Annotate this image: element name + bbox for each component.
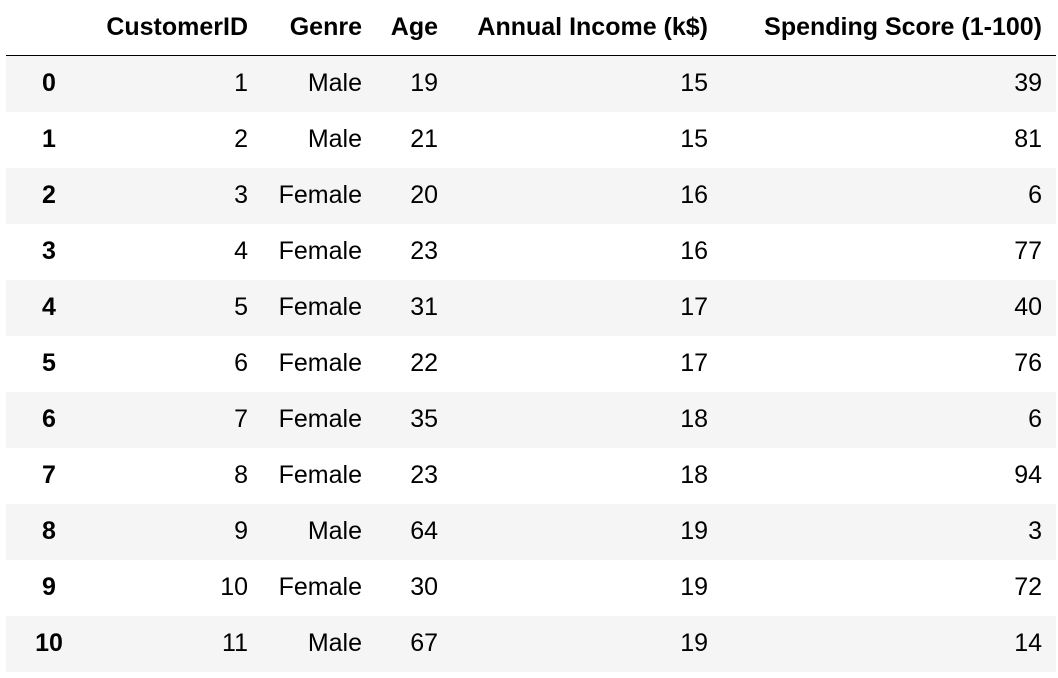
customerid-cell: 5 bbox=[234, 293, 248, 321]
annual-income-cell: 16 bbox=[680, 237, 708, 265]
annual-income-cell: 18 bbox=[680, 405, 708, 433]
spending-score-cell: 6 bbox=[1028, 405, 1042, 433]
spending-score-cell: 81 bbox=[1014, 125, 1042, 153]
spending-score-cell: 40 bbox=[1014, 293, 1042, 321]
spending-score-cell: 39 bbox=[1014, 69, 1042, 98]
row-index: 1 bbox=[42, 125, 56, 153]
spending-score-cell: 72 bbox=[1014, 573, 1042, 601]
genre-cell: Female bbox=[278, 181, 362, 209]
customerid-cell: 1 bbox=[234, 69, 248, 98]
age-cell: 21 bbox=[410, 125, 438, 153]
customerid-cell: 9 bbox=[234, 517, 248, 545]
row-index: 3 bbox=[42, 237, 56, 265]
header-row: CustomerID Genre Age Annual Income (k$) Spen… bbox=[6, 0, 1056, 56]
age-cell: 31 bbox=[410, 293, 438, 321]
genre-cell: Male bbox=[307, 69, 362, 98]
table-row: 2 3 Female 20 16 6 bbox=[6, 167, 1056, 224]
row-index: 2 bbox=[42, 181, 56, 209]
customerid-cell: 7 bbox=[234, 405, 248, 433]
age-cell: 64 bbox=[410, 517, 438, 545]
genre-cell: Female bbox=[278, 293, 362, 321]
annual-income-cell: 15 bbox=[680, 125, 708, 153]
annual-income-header: Annual Income (k$) bbox=[452, 0, 722, 56]
customerid-cell: 8 bbox=[234, 461, 248, 489]
table-row: 5 6 Female 22 17 76 bbox=[6, 335, 1056, 392]
row-index: 9 bbox=[42, 573, 56, 601]
genre-cell: Female bbox=[278, 573, 362, 601]
age-cell: 22 bbox=[410, 349, 438, 377]
spending-score-cell: 6 bbox=[1028, 181, 1042, 209]
row-index: 6 bbox=[42, 405, 56, 433]
genre-cell: Male bbox=[307, 517, 362, 545]
age-cell: 20 bbox=[410, 181, 438, 209]
table-body: 0 1 Male 19 15 39 1 2 Male 21 15 81 2 3 Female 20 16 6 3 4 F… bbox=[6, 55, 1056, 672]
row-index: 7 bbox=[42, 461, 56, 489]
age-cell: 35 bbox=[410, 405, 438, 433]
table-row: 0 1 Male 19 15 39 bbox=[6, 55, 1056, 112]
table-header: CustomerID Genre Age Annual Income (k$) Spen… bbox=[6, 0, 1056, 56]
age-cell: 67 bbox=[410, 629, 438, 657]
genre-cell: Female bbox=[278, 405, 362, 433]
row-index: 0 bbox=[42, 69, 56, 98]
table-row: 8 9 Male 64 19 3 bbox=[6, 503, 1056, 560]
table-row: 6 7 Female 35 18 6 bbox=[6, 391, 1056, 448]
age-cell: 19 bbox=[410, 69, 438, 98]
table-row: 3 4 Female 23 16 77 bbox=[6, 223, 1056, 280]
annual-income-cell: 19 bbox=[680, 573, 708, 601]
age-cell: 23 bbox=[410, 461, 438, 489]
spending-score-cell: 77 bbox=[1014, 237, 1042, 265]
annual-income-cell: 19 bbox=[680, 629, 708, 657]
customerid-cell: 2 bbox=[234, 125, 248, 153]
annual-income-cell: 15 bbox=[680, 69, 708, 98]
genre-cell: Female bbox=[278, 349, 362, 377]
table-row: 4 5 Female 31 17 40 bbox=[6, 279, 1056, 336]
index-header bbox=[6, 0, 92, 56]
table-row: 1 2 Male 21 15 81 bbox=[6, 111, 1056, 168]
spending-score-cell: 14 bbox=[1014, 629, 1042, 657]
genre-cell: Male bbox=[307, 629, 362, 657]
annual-income-cell: 16 bbox=[680, 181, 708, 209]
customerid-cell: 10 bbox=[220, 573, 248, 601]
dataframe-table: CustomerID Genre Age Annual Income (k$) Spen… bbox=[6, 0, 1056, 672]
age-cell: 23 bbox=[410, 237, 438, 265]
customerid-cell: 4 bbox=[234, 237, 248, 265]
annual-income-cell: 19 bbox=[680, 517, 708, 545]
spending-score-cell: 76 bbox=[1014, 349, 1042, 377]
annual-income-cell: 17 bbox=[680, 349, 708, 377]
customerid-cell: 3 bbox=[234, 181, 248, 209]
row-index: 8 bbox=[42, 517, 56, 545]
table-row: 10 11 Male 67 19 14 bbox=[6, 615, 1056, 672]
customerid-cell: 6 bbox=[234, 349, 248, 377]
customerid-header: CustomerID bbox=[92, 0, 262, 56]
age-header: Age bbox=[376, 0, 452, 56]
spending-score-cell: 94 bbox=[1014, 461, 1042, 489]
annual-income-cell: 18 bbox=[680, 461, 708, 489]
table-row: 7 8 Female 23 18 94 bbox=[6, 447, 1056, 504]
genre-cell: Male bbox=[307, 125, 362, 153]
customerid-cell: 11 bbox=[222, 629, 248, 657]
genre-cell: Female bbox=[278, 461, 362, 489]
genre-cell: Female bbox=[278, 237, 362, 265]
age-cell: 30 bbox=[410, 573, 438, 601]
table-row: 9 10 Female 30 19 72 bbox=[6, 559, 1056, 616]
annual-income-cell: 17 bbox=[680, 293, 708, 321]
row-index: 10 bbox=[35, 629, 63, 657]
row-index: 5 bbox=[42, 349, 56, 377]
genre-header: Genre bbox=[262, 0, 376, 56]
spending-score-header: Spending Score (1-100) bbox=[722, 0, 1056, 56]
spending-score-cell: 3 bbox=[1028, 517, 1042, 545]
row-index: 4 bbox=[42, 293, 56, 321]
